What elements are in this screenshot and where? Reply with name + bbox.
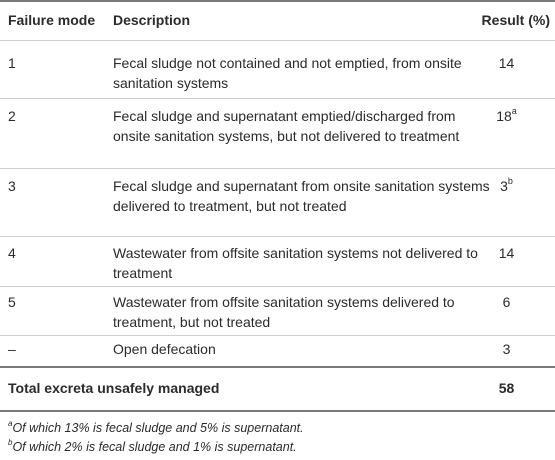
header-result: Result (%) bbox=[481, 12, 550, 28]
row-rule bbox=[0, 335, 555, 336]
header-rule bbox=[0, 40, 555, 41]
row-rule bbox=[0, 98, 555, 99]
failure-mode-description: Fecal sludge not contained and not empti… bbox=[113, 55, 462, 91]
table-bottom-rule bbox=[0, 410, 555, 412]
row-rule bbox=[0, 168, 555, 169]
footnote-marker: a bbox=[511, 106, 517, 117]
failure-mode-result: 14 bbox=[498, 55, 515, 71]
footnote-mark: a bbox=[8, 418, 13, 428]
footnote-marker: b bbox=[507, 176, 513, 187]
failure-mode-description: Wastewater from offsite sanitation syste… bbox=[113, 245, 478, 281]
failure-mode-result: 14 bbox=[498, 245, 515, 261]
footnote-mark: b bbox=[8, 437, 13, 447]
failure-mode-description: Wastewater from offsite sanitation syste… bbox=[113, 294, 455, 330]
failure-mode-number: 4 bbox=[8, 245, 16, 261]
failure-mode-number: 2 bbox=[8, 108, 16, 124]
failure-mode-description: Open defecation bbox=[113, 341, 216, 357]
footnote-text: Of which 13% is fecal sludge and 5% is s… bbox=[12, 421, 304, 435]
failure-mode-number: 1 bbox=[8, 55, 16, 71]
total-rule bbox=[0, 366, 555, 368]
failure-mode-result: 6 bbox=[502, 294, 511, 310]
table-top-rule bbox=[0, 0, 555, 2]
total-result: 58 bbox=[498, 380, 515, 396]
failure-mode-number: 5 bbox=[8, 294, 16, 310]
failure-mode-description: Fecal sludge and supernatant from onsite… bbox=[113, 178, 490, 214]
failure-mode-result: 18a bbox=[496, 106, 517, 124]
footnote-b: bOf which 2% is fecal sludge and 1% is s… bbox=[8, 437, 297, 455]
failure-mode-number: – bbox=[8, 341, 16, 357]
total-label: Total excreta unsafely managed bbox=[8, 380, 220, 396]
footnote-text: Of which 2% is fecal sludge and 1% is su… bbox=[12, 440, 297, 454]
footnote-a: aOf which 13% is fecal sludge and 5% is … bbox=[8, 418, 304, 436]
row-rule bbox=[0, 286, 555, 287]
failure-mode-result: 3b bbox=[500, 176, 513, 194]
header-failure-mode: Failure mode bbox=[8, 12, 96, 28]
row-rule bbox=[0, 236, 555, 237]
failure-mode-result: 3 bbox=[502, 341, 511, 357]
failure-mode-number: 3 bbox=[8, 178, 16, 194]
failure-mode-description: Fecal sludge and supernatant emptied/dis… bbox=[113, 108, 460, 144]
header-description: Description bbox=[113, 12, 191, 28]
